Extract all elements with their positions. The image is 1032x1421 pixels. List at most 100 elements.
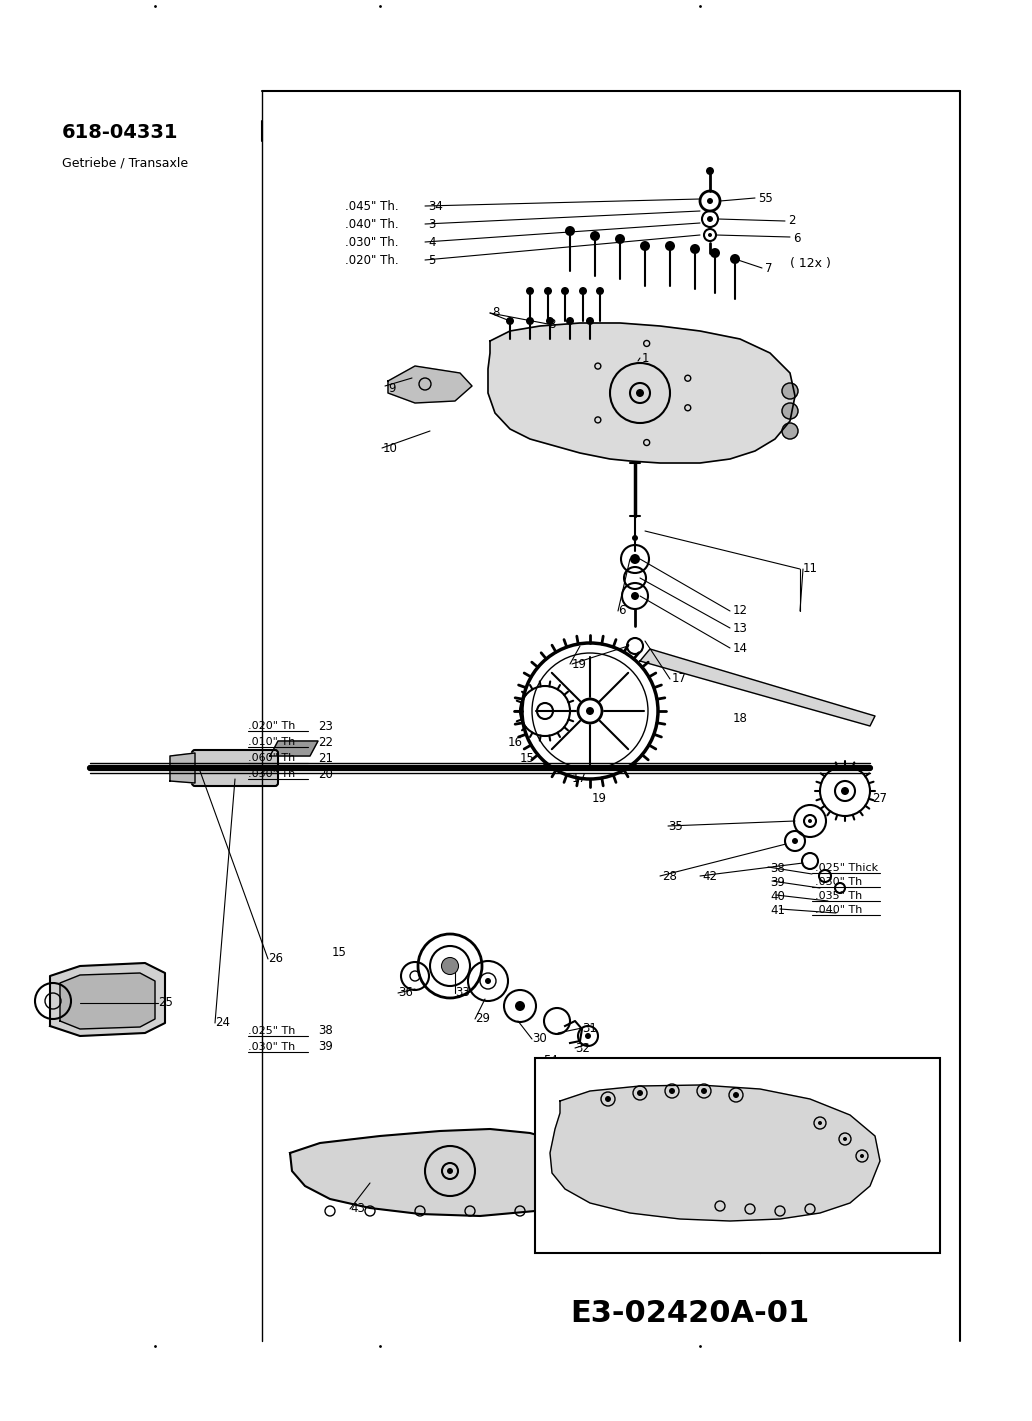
Text: 47: 47 bbox=[782, 1127, 797, 1141]
Circle shape bbox=[546, 317, 554, 325]
Text: 6: 6 bbox=[618, 604, 625, 618]
Text: 19: 19 bbox=[592, 793, 607, 806]
Text: .030" Th: .030" Th bbox=[248, 1042, 295, 1052]
Text: 6: 6 bbox=[793, 232, 801, 244]
Text: 53: 53 bbox=[680, 1179, 695, 1192]
Text: 55: 55 bbox=[757, 192, 773, 205]
Circle shape bbox=[566, 317, 574, 325]
Text: .040" Th.: .040" Th. bbox=[345, 217, 398, 230]
Text: Getriebe / Transaxle: Getriebe / Transaxle bbox=[62, 156, 188, 169]
Circle shape bbox=[586, 317, 594, 325]
Text: 40: 40 bbox=[770, 890, 785, 902]
Text: 43: 43 bbox=[350, 1202, 365, 1215]
Text: .030" Th: .030" Th bbox=[248, 769, 295, 779]
Circle shape bbox=[515, 1000, 525, 1010]
Text: ( 12x ): ( 12x ) bbox=[791, 257, 831, 270]
Circle shape bbox=[615, 234, 625, 244]
Circle shape bbox=[782, 384, 798, 399]
Circle shape bbox=[565, 226, 575, 236]
Circle shape bbox=[631, 593, 639, 600]
Text: 51: 51 bbox=[750, 1171, 765, 1185]
Circle shape bbox=[442, 958, 458, 973]
Text: .035" Th: .035" Th bbox=[815, 891, 863, 901]
Text: 30: 30 bbox=[533, 1033, 547, 1046]
Text: 42: 42 bbox=[702, 870, 717, 882]
Text: 50: 50 bbox=[772, 1144, 786, 1158]
Text: 54: 54 bbox=[543, 1054, 558, 1067]
Text: 3: 3 bbox=[428, 217, 436, 230]
Circle shape bbox=[526, 287, 534, 296]
Text: 8: 8 bbox=[618, 1067, 625, 1080]
Polygon shape bbox=[170, 753, 195, 783]
Circle shape bbox=[485, 978, 491, 983]
Text: 2: 2 bbox=[788, 215, 796, 227]
Text: 36: 36 bbox=[398, 986, 413, 999]
Text: 14: 14 bbox=[733, 641, 748, 655]
Text: .040" Th: .040" Th bbox=[815, 905, 863, 915]
Text: .030" Th: .030" Th bbox=[815, 877, 863, 887]
Text: .025" Th: .025" Th bbox=[248, 1026, 295, 1036]
Circle shape bbox=[586, 708, 594, 715]
Text: 49: 49 bbox=[568, 1083, 583, 1096]
Text: 13: 13 bbox=[733, 621, 748, 635]
Polygon shape bbox=[270, 740, 318, 756]
Text: 38: 38 bbox=[318, 1025, 332, 1037]
Text: 26: 26 bbox=[268, 952, 283, 965]
Circle shape bbox=[561, 287, 569, 296]
Text: 16: 16 bbox=[508, 736, 523, 749]
Text: E3-02420A-01: E3-02420A-01 bbox=[571, 1299, 810, 1327]
Circle shape bbox=[544, 287, 552, 296]
Text: 4: 4 bbox=[428, 236, 436, 249]
Text: 33: 33 bbox=[455, 986, 470, 999]
Polygon shape bbox=[388, 367, 472, 404]
Text: .030" Th.: .030" Th. bbox=[345, 236, 398, 249]
Circle shape bbox=[792, 838, 798, 844]
Circle shape bbox=[636, 389, 644, 396]
Circle shape bbox=[669, 1088, 675, 1094]
Circle shape bbox=[506, 317, 514, 325]
Text: 21: 21 bbox=[318, 752, 333, 764]
Circle shape bbox=[665, 242, 675, 252]
Circle shape bbox=[701, 1088, 707, 1094]
Circle shape bbox=[640, 242, 650, 252]
Circle shape bbox=[710, 249, 720, 259]
Text: 39: 39 bbox=[770, 875, 785, 888]
Text: 39: 39 bbox=[318, 1040, 333, 1053]
Circle shape bbox=[841, 787, 849, 794]
Circle shape bbox=[596, 287, 604, 296]
Circle shape bbox=[707, 216, 713, 222]
Text: 15: 15 bbox=[520, 753, 535, 766]
Text: 5: 5 bbox=[428, 253, 436, 267]
Text: .020" Th: .020" Th bbox=[248, 720, 295, 730]
Circle shape bbox=[733, 1091, 739, 1098]
Text: 45: 45 bbox=[882, 1123, 897, 1135]
Text: 24: 24 bbox=[215, 1016, 230, 1029]
Text: 10: 10 bbox=[383, 442, 398, 455]
Text: 7: 7 bbox=[765, 261, 773, 274]
Circle shape bbox=[526, 317, 534, 325]
Circle shape bbox=[706, 168, 714, 175]
Text: .045" Th.: .045" Th. bbox=[345, 199, 398, 213]
Text: 17: 17 bbox=[672, 672, 687, 685]
Circle shape bbox=[630, 554, 640, 564]
Text: 48: 48 bbox=[800, 1137, 815, 1150]
Circle shape bbox=[579, 287, 587, 296]
Polygon shape bbox=[550, 1086, 880, 1221]
Text: 38: 38 bbox=[770, 861, 784, 874]
Circle shape bbox=[782, 423, 798, 439]
Text: 22: 22 bbox=[318, 736, 333, 749]
Text: 32: 32 bbox=[575, 1042, 590, 1054]
Text: 44: 44 bbox=[718, 1064, 733, 1077]
Text: .020" Th.: .020" Th. bbox=[345, 253, 398, 267]
Text: 46: 46 bbox=[668, 1067, 683, 1080]
Text: 34: 34 bbox=[428, 199, 443, 213]
Circle shape bbox=[690, 244, 700, 254]
Text: 19: 19 bbox=[572, 658, 587, 671]
Text: 35: 35 bbox=[668, 820, 683, 833]
Circle shape bbox=[585, 1033, 591, 1039]
Circle shape bbox=[632, 534, 638, 541]
Circle shape bbox=[730, 254, 740, 264]
Circle shape bbox=[843, 1137, 847, 1141]
Polygon shape bbox=[60, 973, 155, 1029]
FancyBboxPatch shape bbox=[192, 750, 278, 786]
